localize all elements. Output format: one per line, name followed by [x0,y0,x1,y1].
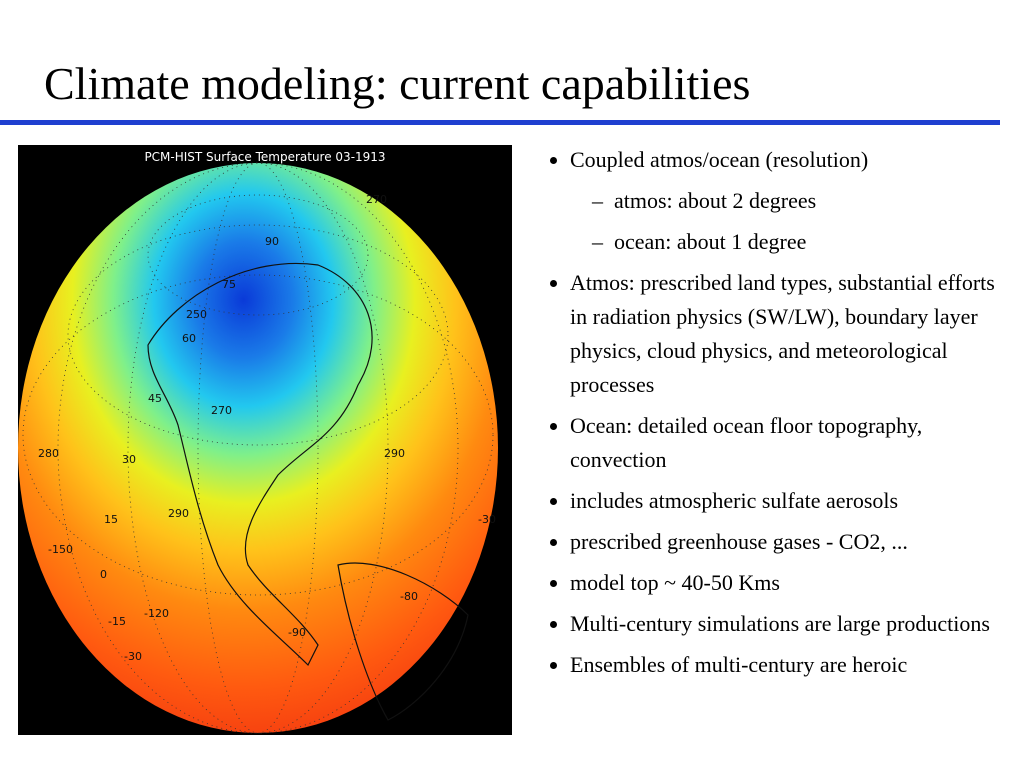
coastline [337,562,469,721]
slide-title: Climate modeling: current capabilities [44,58,751,109]
bullet-item: prescribed greenhouse gases - CO2, ... [570,525,1015,559]
contour-label: 60 [182,332,196,345]
coastline [147,262,373,667]
bullet-item: Atmos: prescribed land types, substantia… [570,266,1015,402]
bullet-text: model top ~ 40-50 Kms [570,570,780,595]
contour-label: 250 [186,308,207,321]
contour-label: 280 [38,447,59,460]
contour-label: -80 [400,590,418,603]
contour-label: 15 [104,513,118,526]
contour-label: -150 [48,543,73,556]
contour-label: -30 [124,650,142,663]
bullet-item: Ocean: detailed ocean floor topography, … [570,409,1015,477]
bullet-text: Ocean: detailed ocean floor topography, … [570,413,923,472]
globe [18,163,498,733]
bullet-text: Ensembles of multi-century are heroic [570,652,908,677]
contour-label: 270 [211,404,232,417]
contour-label: 290 [168,507,189,520]
sub-bullet-item: atmos: about 2 degrees [614,184,1015,218]
contour-label: 290 [384,447,405,460]
figure-caption: PCM-HIST Surface Temperature 03-1913 [144,150,385,164]
bullet-text: Multi-century simulations are large prod… [570,611,990,636]
sub-list: atmos: about 2 degrees ocean: about 1 deg… [570,184,1015,259]
contour-label: 270 [366,193,387,206]
globe-figure: PCM-HIST Surface Temperature 03-1913 90 7… [18,145,512,735]
bullet-item: Coupled atmos/ocean (resolution) atmos: a… [570,143,1015,259]
contour-label: -15 [108,615,126,628]
contour-label: 30 [122,453,136,466]
contour-labels: 90 75 250 60 45 270 30 280 290 15 0 -150 -120 -15 -30 -… [38,193,496,663]
bullet-item: includes atmospheric sulfate aerosols [570,484,1015,518]
contour-label: 90 [265,235,279,248]
bullet-text: includes atmospheric sulfate aerosols [570,488,899,513]
bullet-text: Atmos: prescribed land types, substantia… [570,270,995,397]
contour-label: 0 [100,568,107,581]
contour-label: -90 [288,626,306,639]
sub-bullet-item: ocean: about 1 degree [614,225,1015,259]
graticule [22,162,494,734]
bullet-item: model top ~ 40-50 Kms [570,566,1015,600]
contour-label: 45 [148,392,162,405]
contour-label: 75 [222,278,236,291]
bullet-item: Multi-century simulations are large prod… [570,607,1015,641]
contour-label: -120 [144,607,169,620]
title-rule [0,120,1000,125]
bullet-item: Ensembles of multi-century are heroic [570,648,1015,682]
bullet-text: prescribed greenhouse gases - CO2, ... [570,529,908,554]
bullet-text: Coupled atmos/ocean (resolution) [570,147,869,172]
contour-label: -30 [478,513,496,526]
bullet-list: Coupled atmos/ocean (resolution) atmos: a… [535,143,1015,689]
